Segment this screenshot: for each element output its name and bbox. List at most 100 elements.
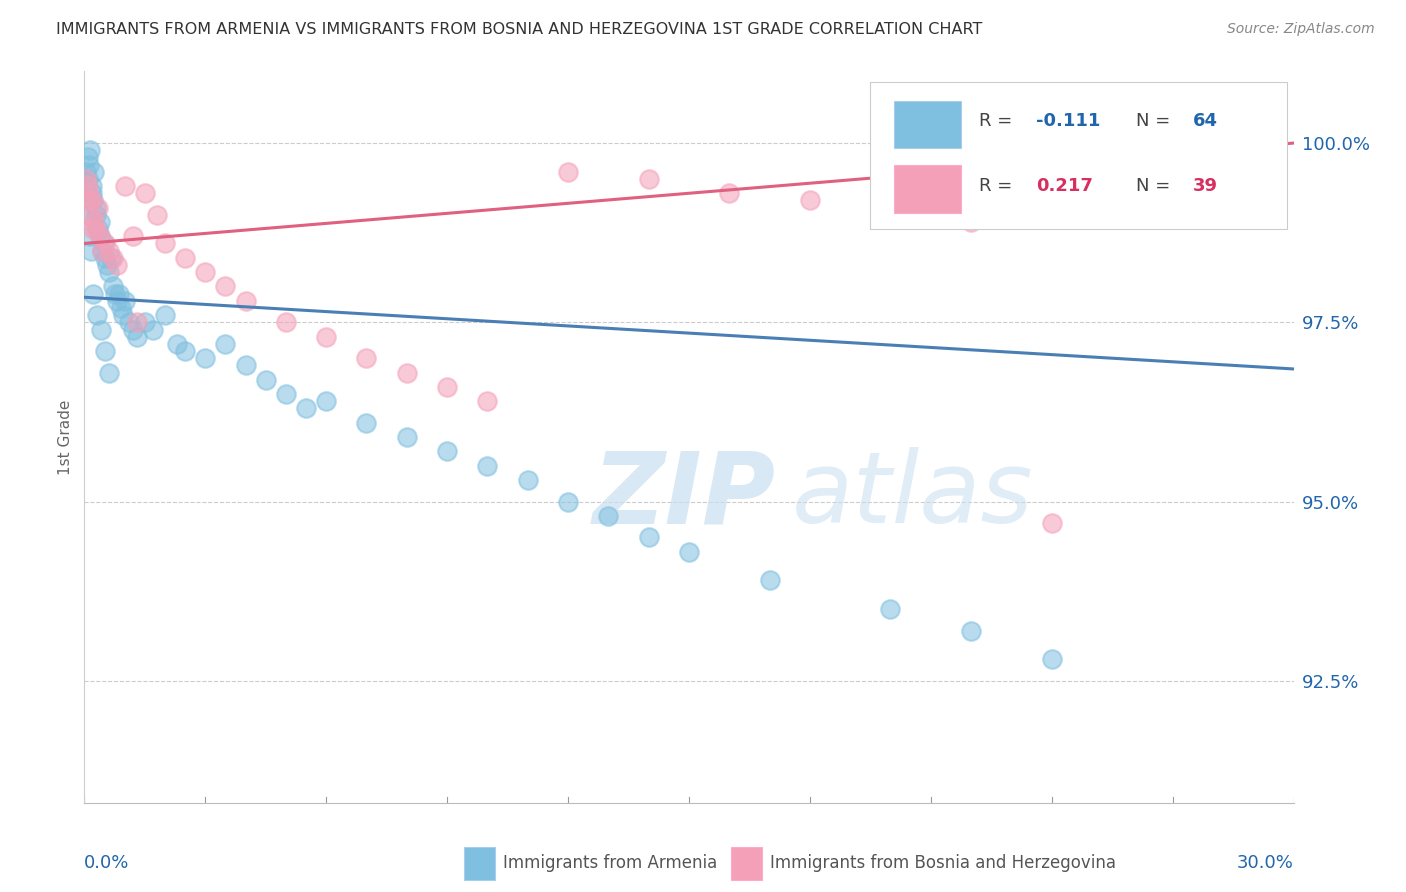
Point <box>356 416 378 430</box>
Point <box>79 208 101 222</box>
Point <box>274 315 297 329</box>
Point <box>75 165 97 179</box>
Point <box>87 201 110 215</box>
Point <box>96 258 118 272</box>
Point <box>121 229 143 244</box>
Point <box>82 194 104 208</box>
Point <box>166 336 188 351</box>
Point <box>1040 652 1063 666</box>
Point <box>107 286 129 301</box>
Point <box>82 186 104 201</box>
FancyBboxPatch shape <box>894 165 962 212</box>
Point <box>75 172 97 186</box>
Point <box>89 229 111 244</box>
Point <box>101 251 124 265</box>
Point <box>77 208 100 222</box>
Point <box>91 244 114 258</box>
Point <box>637 531 659 545</box>
Point <box>477 394 499 409</box>
Point <box>879 602 901 616</box>
Point <box>637 172 659 186</box>
Point <box>557 494 579 508</box>
Point <box>93 236 115 251</box>
Point <box>557 165 579 179</box>
Point <box>86 308 108 322</box>
Point <box>86 222 108 236</box>
Point <box>121 322 143 336</box>
Point <box>356 351 378 366</box>
Point <box>125 315 148 329</box>
Point <box>477 458 499 473</box>
Point <box>77 158 100 172</box>
Point <box>93 251 115 265</box>
Point <box>80 244 103 258</box>
Text: ZIP: ZIP <box>592 447 775 544</box>
Point <box>79 229 101 244</box>
Point <box>142 322 165 336</box>
Text: R =: R = <box>979 112 1018 130</box>
Point <box>879 208 901 222</box>
Point <box>214 336 236 351</box>
Point <box>94 344 117 359</box>
Point <box>79 143 101 157</box>
Point <box>153 236 176 251</box>
Point <box>82 222 104 236</box>
Point <box>134 315 156 329</box>
Point <box>100 251 122 265</box>
Point <box>80 179 103 194</box>
Point <box>98 366 121 380</box>
Point <box>97 244 120 258</box>
Point <box>82 194 104 208</box>
Point <box>315 329 337 343</box>
Point <box>87 222 110 236</box>
Point <box>114 179 136 194</box>
Point <box>516 473 538 487</box>
Point <box>254 373 277 387</box>
Point <box>718 186 741 201</box>
Point <box>89 215 111 229</box>
Point <box>235 359 257 373</box>
Point <box>960 624 983 638</box>
Point <box>90 322 112 336</box>
Point <box>93 236 115 251</box>
Point <box>174 344 197 359</box>
Text: N =: N = <box>1136 112 1177 130</box>
Point <box>83 215 105 229</box>
Point <box>97 265 120 279</box>
Point <box>76 172 98 186</box>
Point <box>77 194 100 208</box>
Point <box>214 279 236 293</box>
Text: 64: 64 <box>1194 112 1218 130</box>
Text: Immigrants from Bosnia and Herzegovina: Immigrants from Bosnia and Herzegovina <box>770 855 1116 872</box>
Text: Immigrants from Armenia: Immigrants from Armenia <box>503 855 717 872</box>
Y-axis label: 1st Grade: 1st Grade <box>58 400 73 475</box>
Point <box>235 293 257 308</box>
Point <box>598 508 620 523</box>
Point <box>76 186 98 201</box>
Point <box>194 265 217 279</box>
Point <box>101 279 124 293</box>
Point <box>194 351 217 366</box>
Point <box>82 286 104 301</box>
Text: R =: R = <box>979 178 1018 195</box>
Point <box>295 401 318 416</box>
Point <box>315 394 337 409</box>
Point <box>1040 516 1063 530</box>
Point <box>77 150 100 164</box>
Text: 39: 39 <box>1194 178 1218 195</box>
Point <box>118 315 141 329</box>
Point <box>436 380 458 394</box>
Point <box>274 387 297 401</box>
Point <box>86 208 108 222</box>
Point <box>110 301 132 315</box>
Text: IMMIGRANTS FROM ARMENIA VS IMMIGRANTS FROM BOSNIA AND HERZEGOVINA 1ST GRADE CORR: IMMIGRANTS FROM ARMENIA VS IMMIGRANTS FR… <box>56 22 983 37</box>
Point <box>799 194 821 208</box>
Point <box>960 215 983 229</box>
Point <box>105 258 128 272</box>
Point <box>395 366 418 380</box>
Point <box>111 308 134 322</box>
Point <box>125 329 148 343</box>
Point <box>105 293 128 308</box>
Text: Source: ZipAtlas.com: Source: ZipAtlas.com <box>1227 22 1375 37</box>
Point <box>174 251 197 265</box>
